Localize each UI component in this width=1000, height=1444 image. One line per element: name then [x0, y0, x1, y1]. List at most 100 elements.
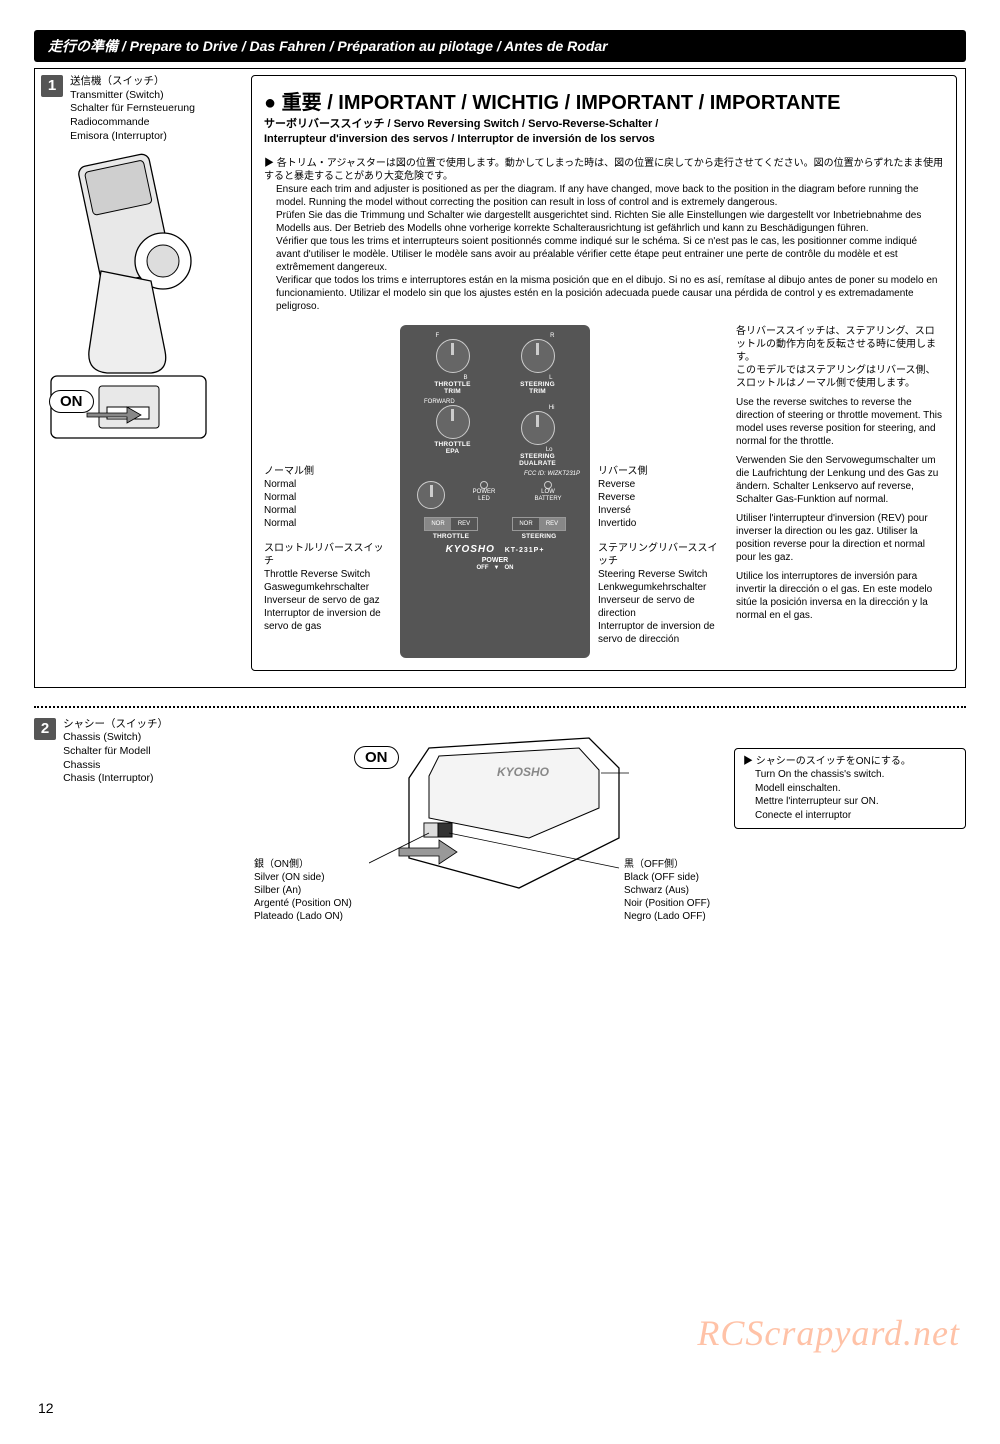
reverse-fr: Inversé [598, 504, 722, 517]
steering-trim-label: STEERING TRIM [517, 381, 559, 395]
step1-fr: Radiocommande [70, 116, 149, 128]
black-en: Black (OFF side) [624, 871, 754, 884]
reverse-en: Reverse [598, 478, 722, 491]
important-sub: サーボリバーススイッチ / Servo Reversing Switch / S… [264, 117, 944, 147]
watermark: RCScrapyard.net [697, 1312, 960, 1354]
silver-jp: 銀（ON側） [254, 858, 404, 871]
reverse-de: Reverse [598, 491, 722, 504]
warn-fr: Vérifier que tous les trims et interrupt… [264, 235, 944, 274]
power-bar: POWER OFF ▼ ON [410, 557, 580, 571]
step1-en: Transmitter (Switch) [70, 89, 164, 101]
low-batt-label: LOW BATTERY [516, 489, 580, 502]
step2-de: Schalter für Modell [63, 745, 151, 757]
power-led-label: POWER LED [452, 489, 516, 502]
rev-pos-2: REV [539, 518, 565, 530]
step2-number: 2 [34, 718, 56, 740]
throttle-rev-es: Interruptor de inversion de servo de gas [264, 607, 392, 633]
important-box: ● 重要 / IMPORTANT / WICHTIG / IMPORTANT /… [251, 75, 957, 671]
brand-text: KYOSHO [446, 544, 495, 555]
page-header: 走行の準備 / Prepare to Drive / Das Fahren / … [34, 30, 966, 62]
warn-es: Verificar que todos los trims e interrup… [264, 274, 944, 313]
panel-right-labels: リバース側 Reverse Reverse Inversé Invertido … [598, 325, 722, 658]
warn-de: Prüfen Sie das die Trimmung und Schalter… [264, 209, 944, 235]
steering-rev-jp: ステアリングリバーススイッチ [598, 542, 722, 568]
throttle-epa-label: THROTTLE EPA [432, 441, 474, 455]
normal-en: Normal [264, 478, 392, 491]
instr-en: Turn On the chassis's switch. [743, 768, 957, 782]
section-1-frame: 1 送信機（スイッチ） Transmitter (Switch) Schalte… [34, 68, 966, 688]
rev-desc-de: Verwenden Sie den Servowegumschalter um … [736, 454, 944, 506]
reverse-es: Invertido [598, 517, 722, 530]
black-callout: 黒（OFF側） Black (OFF side) Schwarz (Aus) N… [624, 858, 754, 923]
nor-pos-2: NOR [513, 518, 539, 530]
instr-jp: ▶ シャシーのスイッチをONにする。 [743, 755, 957, 769]
step2-fr: Chassis [63, 759, 100, 771]
section-2: 2 シャシー（スイッチ） Chassis (Switch) Schalter f… [34, 718, 966, 958]
warning-block: ▶ 各トリム・アジャスターは図の位置で使用します。動かしてしまった時は、図の位置… [264, 157, 944, 313]
brand: KYOSHO KT-231P+ [410, 544, 580, 555]
instr-fr: Mettre l'interrupteur sur ON. [743, 795, 957, 809]
throttle-rev-de: Gaswegumkehrschalter [264, 581, 392, 594]
nor-pos: NOR [425, 518, 451, 530]
on-label-chassis: ON [354, 746, 399, 769]
on-label-transmitter: ON [49, 390, 94, 413]
step2-jp: シャシー（スイッチ） [63, 718, 168, 730]
instr-de: Modell einschalten. [743, 782, 957, 796]
warn-en: Ensure each trim and adjuster is positio… [264, 183, 944, 209]
throttle-trim-dial: F B THROTTLE TRIM [432, 333, 474, 395]
silver-fr: Argenté (Position ON) [254, 897, 404, 910]
silver-callout: 銀（ON側） Silver (ON side) Silber (An) Arge… [254, 858, 404, 923]
step2-en: Chassis (Switch) [63, 731, 141, 743]
chassis-area: ON KYOSHO 銀（ON側） Silver (ON side) Silber… [254, 718, 966, 948]
reverse-label: リバース側 Reverse Reverse Inversé Invertido [598, 465, 722, 530]
steering-switch: NOR REV STEERING [498, 517, 580, 540]
panel-section: ノーマル側 Normal Normal Normal Normal スロットルリ… [264, 325, 944, 658]
model-text: KT-231P+ [505, 547, 545, 554]
steering-rev-es: Interruptor de inversion de servo de dir… [598, 620, 722, 646]
step1-jp: 送信機（スイッチ） [70, 75, 165, 87]
marker-r: R [517, 333, 559, 339]
steering-switch-label: STEERING [498, 533, 580, 540]
silver-en: Silver (ON side) [254, 871, 404, 884]
power-label: POWER [482, 557, 508, 564]
rev-desc-fr: Utiliser l'interrupteur d'inversion (REV… [736, 512, 944, 564]
rev-desc-es: Utilice los interruptores de inversión p… [736, 570, 944, 622]
throttle-rev-fr: Inverseur de servo de gaz [264, 594, 392, 607]
steering-dualrate-label: STEERING DUALRATE [517, 453, 559, 467]
important-title: ● 重要 / IMPORTANT / WICHTIG / IMPORTANT /… [264, 86, 944, 115]
reverse-desc: 各リバーススイッチは、ステアリング、スロットルの動作方向を反転させる時に使用しま… [730, 325, 944, 658]
chassis-instruction: ▶ シャシーのスイッチをONにする。 Turn On the chassis's… [734, 748, 966, 830]
steering-trim-dial: R L STEERING TRIM [517, 333, 559, 395]
power-led-icon [480, 481, 488, 489]
on-label: ON [504, 565, 513, 571]
step1-es: Emisora (Interruptor) [70, 130, 167, 142]
throttle-rev-label: スロットルリバーススイッチ Throttle Reverse Switch Ga… [264, 542, 392, 633]
chassis-brand: KYOSHO [497, 765, 550, 779]
transmitter-illustration: ON [41, 151, 216, 451]
control-panel: F B THROTTLE TRIM R L STEERING TRIM FORW… [400, 325, 590, 658]
normal-de: Normal [264, 491, 392, 504]
step1-de: Schalter für Fernsteuerung [70, 102, 195, 114]
warn-jp: ▶ 各トリム・アジャスターは図の位置で使用します。動かしてしまった時は、図の位置… [264, 157, 944, 183]
step2-box: 2 シャシー（スイッチ） Chassis (Switch) Schalter f… [34, 718, 244, 786]
off-label: OFF [477, 565, 489, 571]
normal-jp: ノーマル側 [264, 465, 392, 478]
important-sub1: サーボリバーススイッチ / Servo Reversing Switch / S… [264, 118, 658, 130]
steering-dualrate-dial: Hi Lo STEERING DUALRATE [517, 405, 559, 467]
rev-desc-en: Use the reverse switches to reverse the … [736, 396, 944, 448]
instr-es: Conecte el interruptor [743, 809, 957, 823]
rev-pos: REV [451, 518, 477, 530]
dotted-separator [34, 706, 966, 708]
throttle-rev-en: Throttle Reverse Switch [264, 568, 392, 581]
black-fr: Noir (Position OFF) [624, 897, 754, 910]
normal-label: ノーマル側 Normal Normal Normal Normal [264, 465, 392, 530]
panel-left-labels: ノーマル側 Normal Normal Normal Normal スロットルリ… [264, 325, 392, 658]
step1-number: 1 [41, 75, 63, 97]
rev-desc-jp: 各リバーススイッチは、ステアリング、スロットルの動作方向を反転させる時に使用しま… [736, 325, 944, 390]
step1-box: 1 送信機（スイッチ） Transmitter (Switch) Schalte… [41, 75, 241, 451]
black-es: Negro (Lado OFF) [624, 910, 754, 923]
bottom-left-dial [410, 481, 452, 511]
normal-es: Normal [264, 517, 392, 530]
low-batt-led-icon [544, 481, 552, 489]
silver-es: Plateado (Lado ON) [254, 910, 404, 923]
